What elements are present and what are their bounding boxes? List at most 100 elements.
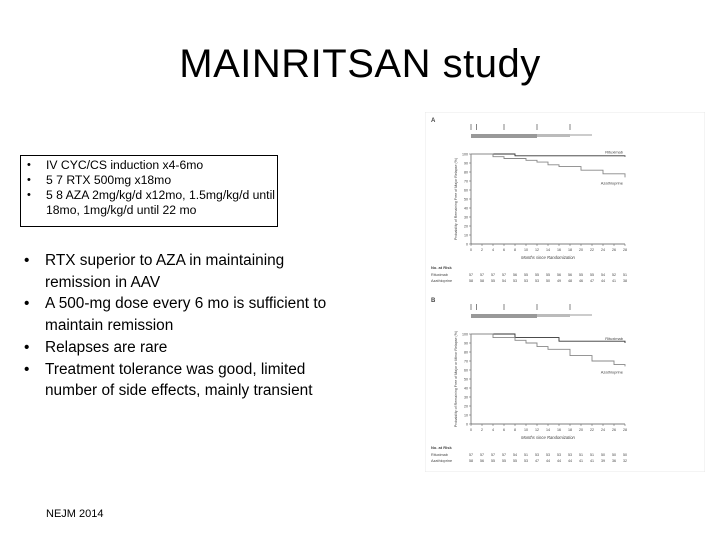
y-tick-label: 30 (464, 216, 468, 220)
x-tick-label: 28 (623, 428, 627, 432)
y-tick-label: 60 (464, 369, 468, 373)
at-risk-rituximab-count: 50 (623, 453, 627, 457)
at-risk-rituximab-count: 56 (513, 273, 517, 277)
at-risk-azathioprine-count: 39 (601, 459, 605, 463)
y-tick-label: 80 (464, 171, 468, 175)
at-risk-azathioprine-count: 41 (612, 279, 616, 283)
at-risk-azathioprine-count: 32 (623, 459, 627, 463)
at-risk-rituximab-count: 53 (568, 453, 572, 457)
y-tick-label: 10 (464, 234, 468, 238)
y-tick-label: 0 (466, 423, 468, 427)
at-risk-rituximab-label: Rituximab (431, 453, 448, 457)
x-tick-label: 2 (481, 428, 483, 432)
at-risk-rituximab-count: 51 (623, 273, 627, 277)
y-tick-label: 50 (464, 378, 468, 382)
x-tick-label: 4 (492, 248, 494, 252)
at-risk-rituximab-count: 50 (612, 453, 616, 457)
rituximab-curve-label: Rituximab (605, 150, 624, 155)
x-tick-label: 0 (470, 428, 472, 432)
y-tick-label: 10 (464, 414, 468, 418)
at-risk-rituximab-count: 56 (568, 273, 572, 277)
at-risk-rituximab-count: 53 (546, 453, 550, 457)
x-tick-label: 6 (503, 248, 505, 252)
panel-label: B (431, 298, 436, 304)
at-risk-azathioprine-count: 41 (579, 459, 583, 463)
x-tick-label: 2 (481, 248, 483, 252)
at-risk-azathioprine-count: 44 (601, 279, 605, 283)
at-risk-azathioprine-count: 58 (469, 279, 473, 283)
conclusion-bullet: RTX superior to AZA in maintaining remis… (24, 250, 354, 293)
azathioprine-curve (471, 333, 626, 367)
at-risk-azathioprine-count: 58 (469, 459, 473, 463)
at-risk-azathioprine-label: Azathioprine (431, 279, 452, 283)
azathioprine-curve (471, 153, 626, 178)
at-risk-rituximab-count: 57 (480, 453, 484, 457)
azathioprine-schedule-bar (537, 134, 570, 137)
reference-citation: NEJM 2014 (46, 508, 104, 520)
y-tick-label: 90 (464, 162, 468, 166)
rituximab-curve-label: Rituximab (605, 336, 624, 341)
at-risk-rituximab-count: 55 (524, 273, 528, 277)
x-tick-label: 24 (601, 248, 605, 252)
y-axis-title: Probability of Remaining Free of Major R… (454, 158, 458, 240)
x-tick-label: 18 (568, 428, 572, 432)
at-risk-azathioprine-count: 55 (502, 459, 506, 463)
azathioprine-schedule-bar (570, 134, 592, 136)
x-tick-label: 28 (623, 248, 627, 252)
y-tick-label: 30 (464, 396, 468, 400)
y-axis-title: Probability of Remaining Free of Major o… (454, 331, 458, 427)
y-tick-label: 20 (464, 405, 468, 409)
at-risk-azathioprine-count: 44 (568, 459, 572, 463)
x-tick-label: 24 (601, 428, 605, 432)
x-tick-label: 10 (524, 248, 528, 252)
at-risk-rituximab-count: 51 (579, 453, 583, 457)
at-risk-azathioprine-count: 46 (579, 279, 583, 283)
azathioprine-schedule-bar (471, 314, 537, 318)
x-tick-label: 6 (503, 428, 505, 432)
at-risk-rituximab-count: 56 (557, 273, 561, 277)
regimen-box: IV CYC/CS induction x4-6mo 5 7 RTX 500mg… (20, 155, 278, 227)
at-risk-azathioprine-count: 54 (502, 279, 506, 283)
at-risk-rituximab-count: 57 (502, 273, 506, 277)
x-axis-title: Months since Randomization (521, 255, 575, 260)
at-risk-azathioprine-count: 55 (491, 459, 495, 463)
y-tick-label: 100 (462, 153, 468, 157)
slide-title: MAINRITSAN study (179, 42, 541, 86)
at-risk-rituximab-count: 55 (546, 273, 550, 277)
x-tick-label: 18 (568, 248, 572, 252)
at-risk-azathioprine-count: 41 (590, 459, 594, 463)
x-tick-label: 8 (514, 248, 516, 252)
regimen-bullet: IV CYC/CS induction x4-6mo (21, 158, 277, 173)
x-tick-label: 20 (579, 248, 583, 252)
y-tick-label: 20 (464, 225, 468, 229)
at-risk-rituximab-count: 52 (612, 273, 616, 277)
at-risk-azathioprine-count: 53 (524, 279, 528, 283)
x-tick-label: 10 (524, 428, 528, 432)
rituximab-curve (471, 153, 626, 157)
y-tick-label: 70 (464, 360, 468, 364)
x-tick-label: 16 (557, 248, 561, 252)
at-risk-azathioprine-count: 55 (491, 279, 495, 283)
x-tick-label: 22 (590, 428, 594, 432)
y-tick-label: 80 (464, 351, 468, 355)
conclusion-bullet: Relapses are rare (24, 337, 354, 359)
y-tick-label: 100 (462, 333, 468, 337)
at-risk-rituximab-count: 55 (579, 273, 583, 277)
at-risk-rituximab-count: 55 (590, 273, 594, 277)
at-risk-azathioprine-count: 47 (535, 459, 539, 463)
at-risk-rituximab-count: 57 (491, 273, 495, 277)
regimen-bullet: 5 8 AZA 2mg/kg/d x12mo, 1.5mg/kg/d until… (21, 188, 277, 218)
at-risk-azathioprine-count: 38 (623, 279, 627, 283)
azathioprine-curve-label: Azathioprine (601, 180, 624, 185)
at-risk-azathioprine-count: 49 (557, 279, 561, 283)
at-risk-rituximab-count: 54 (513, 453, 517, 457)
y-tick-label: 40 (464, 207, 468, 211)
x-tick-label: 12 (535, 428, 539, 432)
x-tick-label: 22 (590, 248, 594, 252)
at-risk-rituximab-label: Rituximab (431, 273, 448, 277)
y-tick-label: 90 (464, 342, 468, 346)
at-risk-azathioprine-count: 47 (590, 279, 594, 283)
azathioprine-schedule-bar (471, 134, 537, 138)
at-risk-azathioprine-count: 53 (513, 279, 517, 283)
at-risk-rituximab-count: 53 (535, 453, 539, 457)
